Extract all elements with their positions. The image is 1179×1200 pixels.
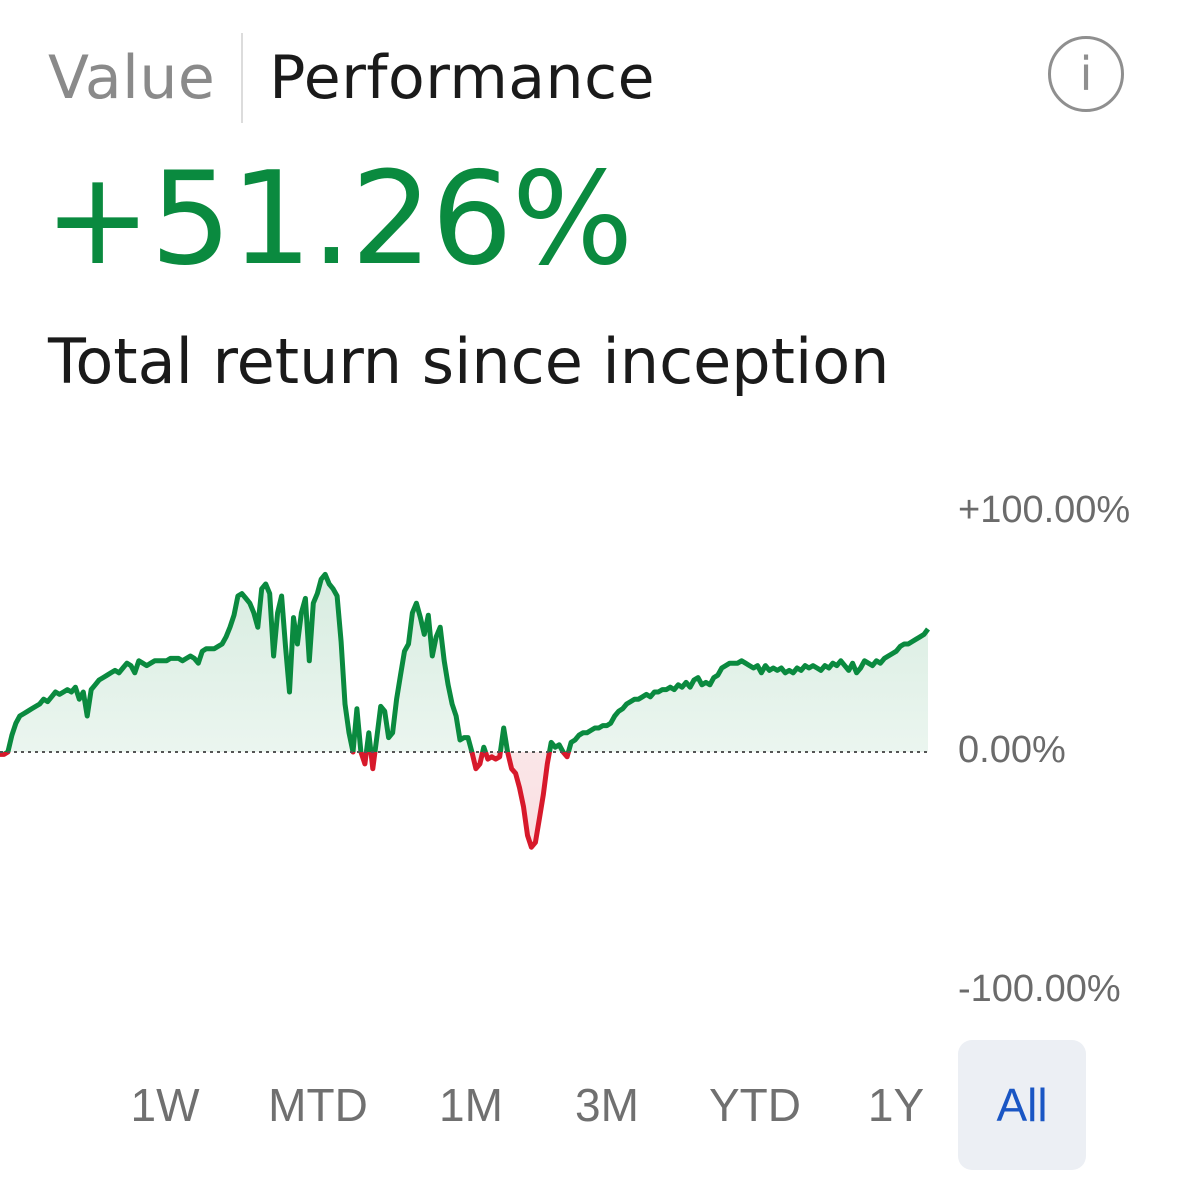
range-selector: 1W MTD 1M 3M YTD 1Y All (0, 1040, 1179, 1176)
info-icon: i (1079, 47, 1093, 101)
tab-performance[interactable]: Performance (269, 43, 655, 113)
y-tick-zero: 0.00% (958, 729, 1066, 771)
range-1m[interactable]: 1M (439, 1079, 503, 1131)
range-1y[interactable]: 1Y (867, 1079, 925, 1131)
performance-chart: +100.00% 0.00% -100.00% (0, 489, 1130, 1010)
total-return-label: Total return since inception (48, 325, 890, 398)
series-line-positive (0, 571, 931, 752)
range-all[interactable]: All (958, 1040, 1086, 1170)
total-return-value: +51.26% (44, 145, 633, 294)
tab-divider (241, 33, 244, 123)
y-tick-bottom: -100.00% (958, 968, 1121, 1010)
view-tabs: Value Performance (48, 30, 655, 126)
y-tick-top: +100.00% (958, 489, 1130, 531)
range-1w[interactable]: 1W (130, 1079, 200, 1131)
range-mtd[interactable]: MTD (268, 1079, 368, 1131)
info-button[interactable]: i (1048, 36, 1124, 112)
positive-area (0, 574, 928, 752)
series-layer (0, 571, 931, 850)
tab-value[interactable]: Value (48, 43, 216, 113)
range-3m[interactable]: 3M (575, 1079, 639, 1131)
range-ytd[interactable]: YTD (709, 1079, 801, 1131)
